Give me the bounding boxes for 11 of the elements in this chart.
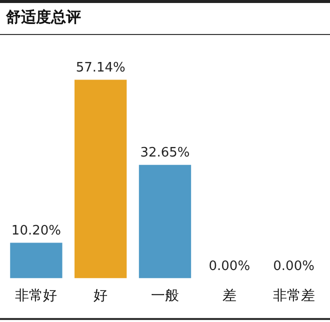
- data-label: 0.00%: [208, 259, 250, 274]
- data-label: 32.65%: [140, 146, 190, 161]
- data-label: 10.20%: [11, 224, 61, 239]
- x-tick-label: 非常差: [272, 288, 315, 304]
- x-tick-label: 非常好: [15, 288, 58, 304]
- data-label: 0.00%: [273, 259, 314, 274]
- x-tick-label: 差: [222, 288, 236, 304]
- x-tick-label: 一般: [151, 288, 179, 304]
- data-label: 57.14%: [76, 60, 126, 76]
- x-tick-label: 好: [94, 288, 108, 304]
- chart-title: 舒适度总评: [6, 8, 81, 27]
